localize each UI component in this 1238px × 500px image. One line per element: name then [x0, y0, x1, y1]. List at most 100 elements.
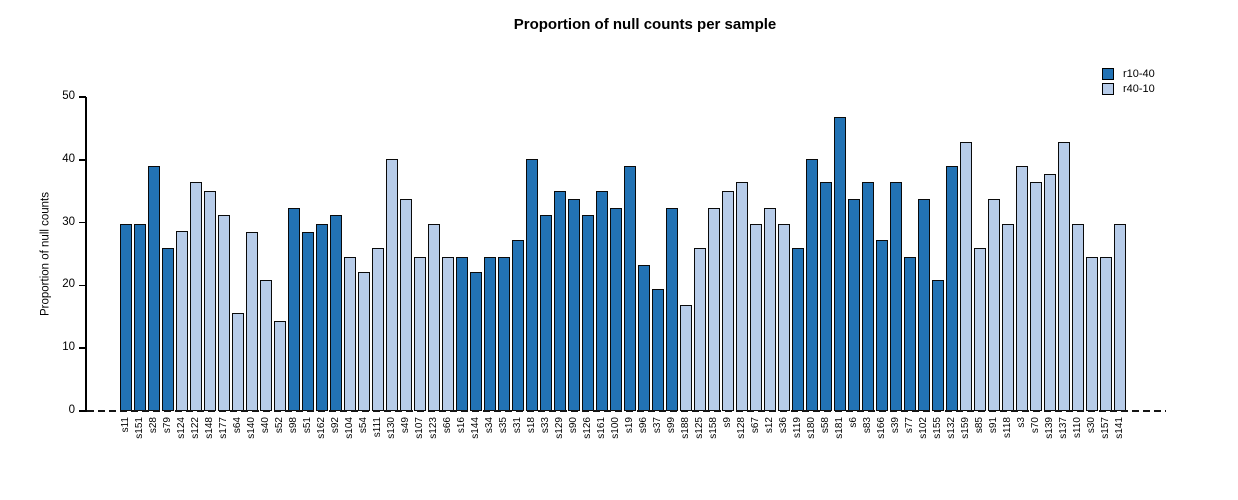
x-tick-cell: s107 — [414, 417, 426, 479]
x-tick-label: s3 — [1016, 417, 1027, 428]
x-tick-label: s140 — [246, 417, 257, 439]
bar-s85 — [974, 248, 986, 411]
bar-s107 — [414, 256, 426, 411]
x-tick-label: s139 — [1044, 417, 1055, 439]
bar-s99 — [666, 207, 678, 411]
bar-s36 — [778, 223, 790, 411]
x-tick-cell: s98 — [288, 417, 300, 479]
x-tick-cell: s58 — [820, 417, 832, 479]
x-tick-cell: s51 — [302, 417, 314, 479]
x-tick-label: s158 — [708, 417, 719, 439]
x-tick-label: s110 — [1072, 417, 1083, 438]
bar-s124 — [176, 231, 188, 411]
x-tick-cell: s83 — [862, 417, 874, 479]
x-tick-cell: s144 — [470, 417, 482, 479]
x-tick-cell: s39 — [890, 417, 902, 479]
bar-s110 — [1072, 223, 1084, 411]
bar-s70 — [1030, 182, 1042, 411]
bar-s28 — [148, 166, 160, 411]
x-tick-cell: s161 — [596, 417, 608, 479]
x-tick-cell: s157 — [1100, 417, 1112, 479]
x-tick-cell: s12 — [764, 417, 776, 479]
bar-s67 — [750, 223, 762, 411]
x-tick-cell: s52 — [274, 417, 286, 479]
bar-s157 — [1100, 256, 1112, 411]
bar-s34 — [484, 256, 496, 411]
y-tick-mark — [79, 347, 86, 349]
x-tick-label: s162 — [316, 417, 327, 439]
x-tick-label: s39 — [890, 417, 901, 434]
bar-s181 — [834, 117, 846, 411]
x-tick-label: s33 — [540, 417, 551, 434]
x-tick-label: s157 — [1100, 417, 1111, 439]
x-tick-cell: s19 — [624, 417, 636, 479]
x-tick-label: s18 — [526, 417, 537, 434]
x-tick-label: s77 — [904, 417, 915, 434]
bar-s19 — [624, 166, 636, 411]
legend-label-r40-10: r40-10 — [1123, 83, 1155, 95]
x-tick-cell: s141 — [1114, 417, 1126, 479]
bar-s166 — [876, 239, 888, 411]
x-tick-label: s159 — [960, 417, 971, 439]
x-tick-label: s132 — [946, 417, 957, 439]
x-tick-cell: s104 — [344, 417, 356, 479]
x-tick-cell: s96 — [638, 417, 650, 479]
x-tick-cell: s90 — [568, 417, 580, 479]
x-tick-cell: s137 — [1058, 417, 1070, 479]
x-tick-cell: s177 — [218, 417, 230, 479]
bar-s9 — [722, 191, 734, 411]
x-tick-label: s123 — [428, 417, 439, 439]
bar-s51 — [302, 232, 314, 411]
x-tick-label: s177 — [218, 417, 229, 439]
legend-swatch-r10-40 — [1102, 68, 1114, 80]
bar-s132 — [946, 166, 958, 411]
x-tick-cell: s16 — [456, 417, 468, 479]
y-axis-label: Proportion of null counts — [39, 191, 52, 317]
bar-s126 — [582, 215, 594, 411]
x-tick-cell: s99 — [666, 417, 678, 479]
x-tick-label: s64 — [232, 417, 243, 434]
x-tick-label: s90 — [568, 417, 579, 434]
x-tick-cell: s124 — [176, 417, 188, 479]
bar-s33 — [540, 215, 552, 411]
x-tick-label: s34 — [484, 417, 495, 434]
x-tick-label: s36 — [778, 417, 789, 434]
x-tick-cell: s11 — [120, 417, 132, 479]
x-tick-label: s122 — [190, 417, 201, 439]
x-tick-cell: s102 — [918, 417, 930, 479]
bar-s161 — [596, 191, 608, 411]
x-tick-label: s70 — [1030, 417, 1041, 434]
x-tick-label: s141 — [1114, 417, 1125, 439]
bar-s91 — [988, 198, 1000, 411]
x-tick-cell: s151 — [134, 417, 146, 479]
bar-s151 — [134, 223, 146, 411]
x-tick-cell: s126 — [582, 417, 594, 479]
x-tick-label: s188 — [680, 417, 691, 439]
x-tick-cell: s100 — [610, 417, 622, 479]
y-tick-label: 40 — [62, 152, 75, 165]
x-tick-cell: s33 — [540, 417, 552, 479]
y-tick-mark — [79, 159, 86, 161]
x-tick-cell: s122 — [190, 417, 202, 479]
x-tick-cell: s181 — [834, 417, 846, 479]
x-tick-cell: s92 — [330, 417, 342, 479]
x-tick-cell: s28 — [148, 417, 160, 479]
x-tick-cell: s77 — [904, 417, 916, 479]
x-tick-cell: s166 — [876, 417, 888, 479]
x-tick-cell: s125 — [694, 417, 706, 479]
bar-s118 — [1002, 223, 1014, 411]
x-tick-cell: s49 — [400, 417, 412, 479]
x-tick-cell: s18 — [526, 417, 538, 479]
bar-s188 — [680, 304, 692, 411]
x-tick-label: s37 — [652, 417, 663, 434]
legend-item-r10-40: r10-40 — [1102, 68, 1155, 80]
bar-s177 — [218, 215, 230, 411]
x-tick-cell: s40 — [260, 417, 272, 479]
x-tick-label: s166 — [876, 417, 887, 439]
bar-s180 — [806, 158, 818, 411]
x-tick-cell: s123 — [428, 417, 440, 479]
bar-s129 — [554, 191, 566, 411]
x-tick-cell: s111 — [372, 417, 384, 479]
bar-s148 — [204, 191, 216, 411]
bar-s12 — [764, 207, 776, 411]
